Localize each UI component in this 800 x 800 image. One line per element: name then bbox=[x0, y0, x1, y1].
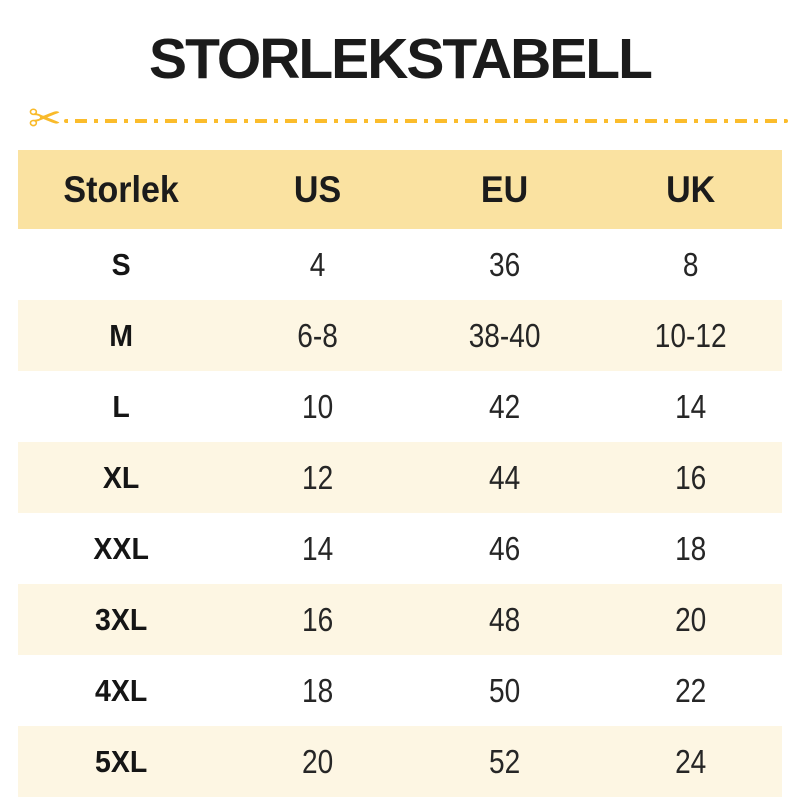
us-value: 16 bbox=[302, 600, 334, 638]
eu-value: 50 bbox=[489, 671, 521, 709]
dashed-cut-line bbox=[63, 119, 788, 123]
table-row-s: S 4 36 8 bbox=[18, 229, 782, 300]
size-label: XXL bbox=[93, 530, 149, 566]
eu-value: 48 bbox=[489, 600, 521, 638]
uk-value: 16 bbox=[674, 458, 706, 496]
table-body: S 4 36 8 M 6-8 38-40 10-12 L 10 42 14 XL… bbox=[18, 229, 782, 797]
us-value: 14 bbox=[302, 529, 334, 567]
header-storlek: Storlek bbox=[63, 168, 179, 210]
uk-value: 24 bbox=[674, 742, 706, 780]
cut-line: ✂ bbox=[28, 97, 788, 142]
us-value: 12 bbox=[302, 458, 334, 496]
uk-value: 20 bbox=[674, 600, 706, 638]
table-row-l: L 10 42 14 bbox=[18, 371, 782, 442]
scissors-icon: ✂ bbox=[28, 97, 62, 141]
size-label: XL bbox=[102, 459, 140, 495]
us-value: 4 bbox=[310, 245, 326, 283]
size-label: 5XL bbox=[94, 743, 148, 779]
table-header-row: Storlek US EU UK bbox=[18, 150, 782, 229]
header-eu: EU bbox=[481, 168, 529, 210]
table-row-xl: XL 12 44 16 bbox=[18, 442, 782, 513]
size-label: M bbox=[109, 317, 134, 353]
size-table: Storlek US EU UK S 4 36 8 M 6-8 38-40 10… bbox=[18, 150, 782, 797]
uk-value: 22 bbox=[674, 671, 706, 709]
page-title: STORLEKSTABELL bbox=[149, 27, 653, 91]
eu-value: 46 bbox=[489, 529, 521, 567]
us-value: 6-8 bbox=[297, 316, 339, 354]
eu-value: 52 bbox=[489, 742, 521, 780]
size-label: 3XL bbox=[94, 601, 148, 637]
us-value: 20 bbox=[302, 742, 334, 780]
header-uk: UK bbox=[665, 168, 715, 210]
eu-value: 44 bbox=[489, 458, 521, 496]
size-label: S bbox=[111, 246, 131, 282]
eu-value: 38-40 bbox=[469, 316, 541, 354]
table-row-5xl: 5XL 20 52 24 bbox=[18, 726, 782, 797]
eu-value: 42 bbox=[489, 387, 521, 425]
table-row-3xl: 3XL 16 48 20 bbox=[18, 584, 782, 655]
uk-value: 8 bbox=[682, 245, 699, 283]
table-row-m: M 6-8 38-40 10-12 bbox=[18, 300, 782, 371]
uk-value: 18 bbox=[674, 529, 706, 567]
uk-value: 14 bbox=[674, 387, 706, 425]
table-row-xxl: XXL 14 46 18 bbox=[18, 513, 782, 584]
size-label: 4XL bbox=[94, 672, 148, 708]
header-us: US bbox=[294, 168, 342, 210]
eu-value: 36 bbox=[489, 245, 521, 283]
size-label: L bbox=[112, 388, 130, 424]
us-value: 18 bbox=[302, 671, 334, 709]
table-row-4xl: 4XL 18 50 22 bbox=[18, 655, 782, 726]
us-value: 10 bbox=[302, 387, 334, 425]
uk-value: 10-12 bbox=[654, 316, 727, 354]
